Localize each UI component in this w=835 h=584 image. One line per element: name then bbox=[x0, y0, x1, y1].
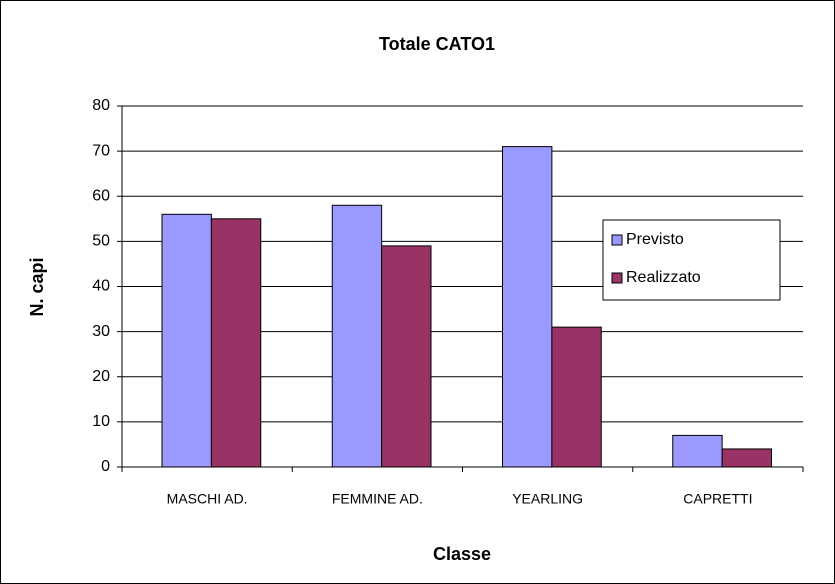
x-tick-label: CAPRETTI bbox=[683, 491, 752, 507]
y-tick-label: 20 bbox=[92, 368, 110, 385]
chart-title: Totale CATO1 bbox=[379, 34, 495, 54]
y-tick-label: 50 bbox=[92, 233, 110, 250]
x-axis-title: Classe bbox=[433, 544, 491, 564]
y-tick-label: 30 bbox=[92, 323, 110, 340]
y-tick-label: 0 bbox=[101, 458, 110, 475]
legend-label: Previsto bbox=[626, 231, 684, 248]
bar bbox=[331, 204, 383, 468]
bar bbox=[672, 434, 723, 468]
bar bbox=[381, 245, 432, 468]
x-tick-label: FEMMINE AD. bbox=[332, 491, 423, 507]
legend-label: Realizzato bbox=[626, 269, 701, 286]
y-tick-label: 40 bbox=[92, 278, 110, 295]
bar bbox=[551, 326, 602, 468]
bar bbox=[210, 218, 262, 468]
y-tick-label: 70 bbox=[92, 142, 110, 159]
bar bbox=[161, 213, 212, 468]
x-tick-label: YEARLING bbox=[512, 491, 583, 507]
y-tick-label: 10 bbox=[92, 413, 110, 430]
bar bbox=[502, 146, 553, 468]
y-axis-title: N. capi bbox=[27, 257, 47, 316]
y-tick-label: 80 bbox=[92, 97, 110, 114]
legend-swatch bbox=[611, 272, 623, 284]
x-tick-label: MASCHI AD. bbox=[167, 491, 248, 507]
y-tick-label: 60 bbox=[92, 187, 110, 204]
legend-swatch bbox=[611, 234, 623, 246]
legend-box bbox=[602, 219, 781, 301]
bar bbox=[721, 448, 773, 468]
